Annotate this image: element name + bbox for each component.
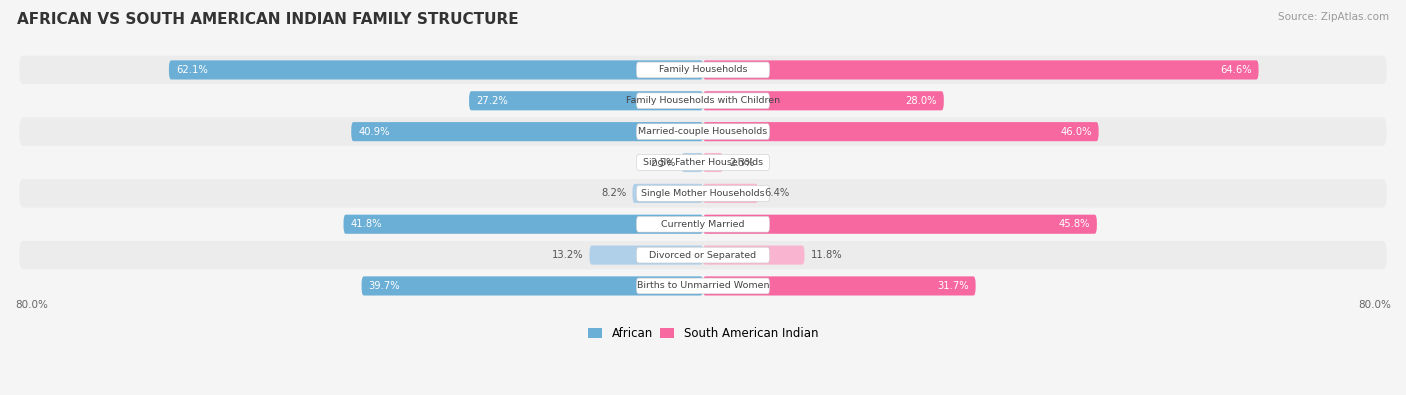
FancyBboxPatch shape (361, 276, 703, 295)
FancyBboxPatch shape (20, 272, 1386, 300)
Text: 11.8%: 11.8% (810, 250, 842, 260)
FancyBboxPatch shape (637, 93, 769, 109)
Text: Currently Married: Currently Married (661, 220, 745, 229)
Text: AFRICAN VS SOUTH AMERICAN INDIAN FAMILY STRUCTURE: AFRICAN VS SOUTH AMERICAN INDIAN FAMILY … (17, 12, 519, 27)
Text: 31.7%: 31.7% (938, 281, 969, 291)
FancyBboxPatch shape (703, 214, 1097, 234)
FancyBboxPatch shape (20, 179, 1386, 207)
FancyBboxPatch shape (20, 56, 1386, 84)
FancyBboxPatch shape (682, 153, 703, 172)
Text: Births to Unmarried Women: Births to Unmarried Women (637, 282, 769, 290)
FancyBboxPatch shape (470, 91, 703, 110)
Text: Single Father Households: Single Father Households (643, 158, 763, 167)
Text: 80.0%: 80.0% (15, 300, 48, 310)
Text: 8.2%: 8.2% (602, 188, 627, 198)
FancyBboxPatch shape (637, 154, 769, 170)
Text: 46.0%: 46.0% (1060, 127, 1091, 137)
FancyBboxPatch shape (637, 216, 769, 232)
Text: 40.9%: 40.9% (359, 127, 389, 137)
Text: 62.1%: 62.1% (176, 65, 208, 75)
FancyBboxPatch shape (703, 276, 976, 295)
Text: 13.2%: 13.2% (551, 250, 583, 260)
Legend: African, South American Indian: African, South American Indian (583, 322, 823, 345)
FancyBboxPatch shape (703, 153, 723, 172)
Text: 28.0%: 28.0% (905, 96, 936, 106)
FancyBboxPatch shape (703, 60, 1258, 79)
FancyBboxPatch shape (637, 247, 769, 263)
FancyBboxPatch shape (637, 186, 769, 201)
Text: 6.4%: 6.4% (763, 188, 789, 198)
FancyBboxPatch shape (20, 148, 1386, 177)
FancyBboxPatch shape (20, 210, 1386, 239)
FancyBboxPatch shape (637, 278, 769, 294)
FancyBboxPatch shape (20, 241, 1386, 269)
FancyBboxPatch shape (703, 184, 758, 203)
FancyBboxPatch shape (169, 60, 703, 79)
Text: Married-couple Households: Married-couple Households (638, 127, 768, 136)
FancyBboxPatch shape (637, 124, 769, 139)
Text: 39.7%: 39.7% (368, 281, 401, 291)
FancyBboxPatch shape (703, 122, 1098, 141)
Text: 27.2%: 27.2% (477, 96, 508, 106)
FancyBboxPatch shape (343, 214, 703, 234)
FancyBboxPatch shape (703, 91, 943, 110)
Text: 2.3%: 2.3% (728, 158, 754, 167)
Text: Family Households with Children: Family Households with Children (626, 96, 780, 105)
FancyBboxPatch shape (633, 184, 703, 203)
FancyBboxPatch shape (20, 87, 1386, 115)
Text: Single Mother Households: Single Mother Households (641, 189, 765, 198)
FancyBboxPatch shape (589, 246, 703, 265)
FancyBboxPatch shape (20, 117, 1386, 146)
FancyBboxPatch shape (703, 246, 804, 265)
Text: 80.0%: 80.0% (1358, 300, 1391, 310)
Text: 41.8%: 41.8% (350, 219, 382, 229)
Text: Divorced or Separated: Divorced or Separated (650, 250, 756, 260)
Text: Source: ZipAtlas.com: Source: ZipAtlas.com (1278, 12, 1389, 22)
Text: 64.6%: 64.6% (1220, 65, 1251, 75)
Text: 2.5%: 2.5% (650, 158, 675, 167)
FancyBboxPatch shape (352, 122, 703, 141)
Text: Family Households: Family Households (659, 66, 747, 74)
Text: 45.8%: 45.8% (1059, 219, 1090, 229)
FancyBboxPatch shape (637, 62, 769, 78)
